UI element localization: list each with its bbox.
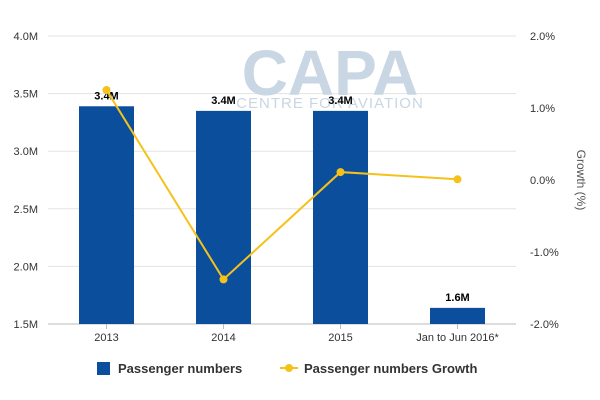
watermark-brand: CAPA [242,37,419,109]
bar-data-label: 3.4M [328,95,352,107]
capa-watermark: CAPA CENTRE FOR AVIATION [236,37,424,112]
bar [79,106,134,324]
bar [430,307,485,324]
growth-point [102,86,111,94]
left-tick-label: 1.5M [14,319,38,331]
bars [79,106,485,324]
x-tick-label: 2013 [94,332,118,344]
left-tick-label: 2.0M [14,261,38,273]
growth-point [336,168,345,177]
right-tick-label: -1.0% [530,247,559,259]
left-axis-ticks: 1.5M 2.0M 2.5M 3.0M 3.5M 4.0M [14,31,38,331]
x-tick-label: 2015 [328,332,352,344]
x-tick-label: Jan to Jun 2016* [416,332,499,344]
right-tick-label: 2.0% [530,31,555,43]
growth-point [219,275,228,284]
growth-line-layer [102,86,462,284]
watermark-tagline: CENTRE FOR AVIATION [236,95,424,112]
legend-label-passenger-numbers: Passenger numbers [118,361,242,376]
right-tick-label: 1.0% [530,103,555,115]
right-axis-ticks: -2.0% -1.0% 0.0% 1.0% 2.0% [530,31,559,331]
left-tick-label: 3.5M [14,89,38,101]
left-tick-label: 3.0M [14,146,38,158]
bar-labels: 3.4M 3.4M 3.4M1.6M [94,90,469,304]
legend-swatch-marker-growth [285,364,293,372]
left-tick-label: 4.0M [14,31,38,43]
right-tick-label: 0.0% [530,175,555,187]
legend-swatch-passenger-numbers [97,362,110,375]
legend-label-growth: Passenger numbers Growth [304,361,477,376]
bar [313,110,368,324]
bar-data-label: 1.6M [445,292,469,304]
right-axis-title: Growth (%) [574,150,588,211]
left-tick-label: 2.5M [14,204,38,216]
legend: Passenger numbers Passenger numbers Grow… [97,361,477,376]
bar [196,110,251,324]
growth-line [105,89,458,281]
growth-point [453,175,462,184]
right-tick-label: -2.0% [530,319,559,331]
bar-data-label: 3.4M [211,95,235,107]
x-axis-ticks: 2013 2014 2015 Jan to Jun 2016* [94,324,499,344]
x-tick-label: 2014 [211,332,235,344]
